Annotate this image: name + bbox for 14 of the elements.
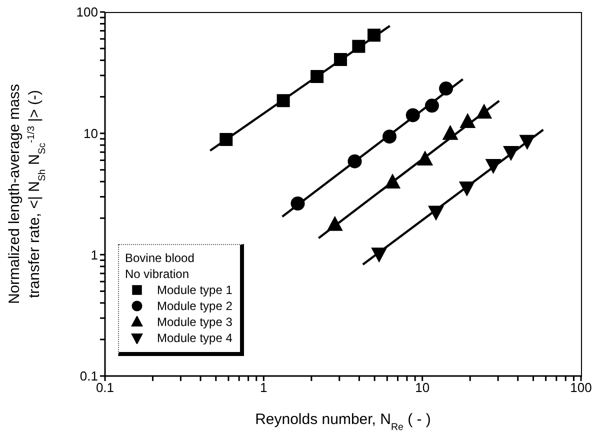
x-tick-label: 10 <box>415 380 430 396</box>
legend-title: Bovine blood No vibration <box>125 250 196 282</box>
legend-label: Module type 1 <box>157 282 232 298</box>
y-tick-label: 0.1 <box>80 368 98 384</box>
x-tick-label: 1 <box>260 380 268 396</box>
legend-label: Module type 3 <box>157 314 232 330</box>
x-axis-title: Reynolds number, N$_{Re}$ ( - ) <box>255 411 431 432</box>
x-tick-label: 100 <box>570 380 592 396</box>
legend-label: Module type 2 <box>157 298 232 314</box>
legend-label: Module type 4 <box>157 330 232 346</box>
y-tick-label: 10 <box>84 126 98 141</box>
x-tick-label: 0.1 <box>96 380 114 396</box>
y-tick-label: 1 <box>90 247 98 262</box>
y-tick-label: 100 <box>76 4 98 20</box>
